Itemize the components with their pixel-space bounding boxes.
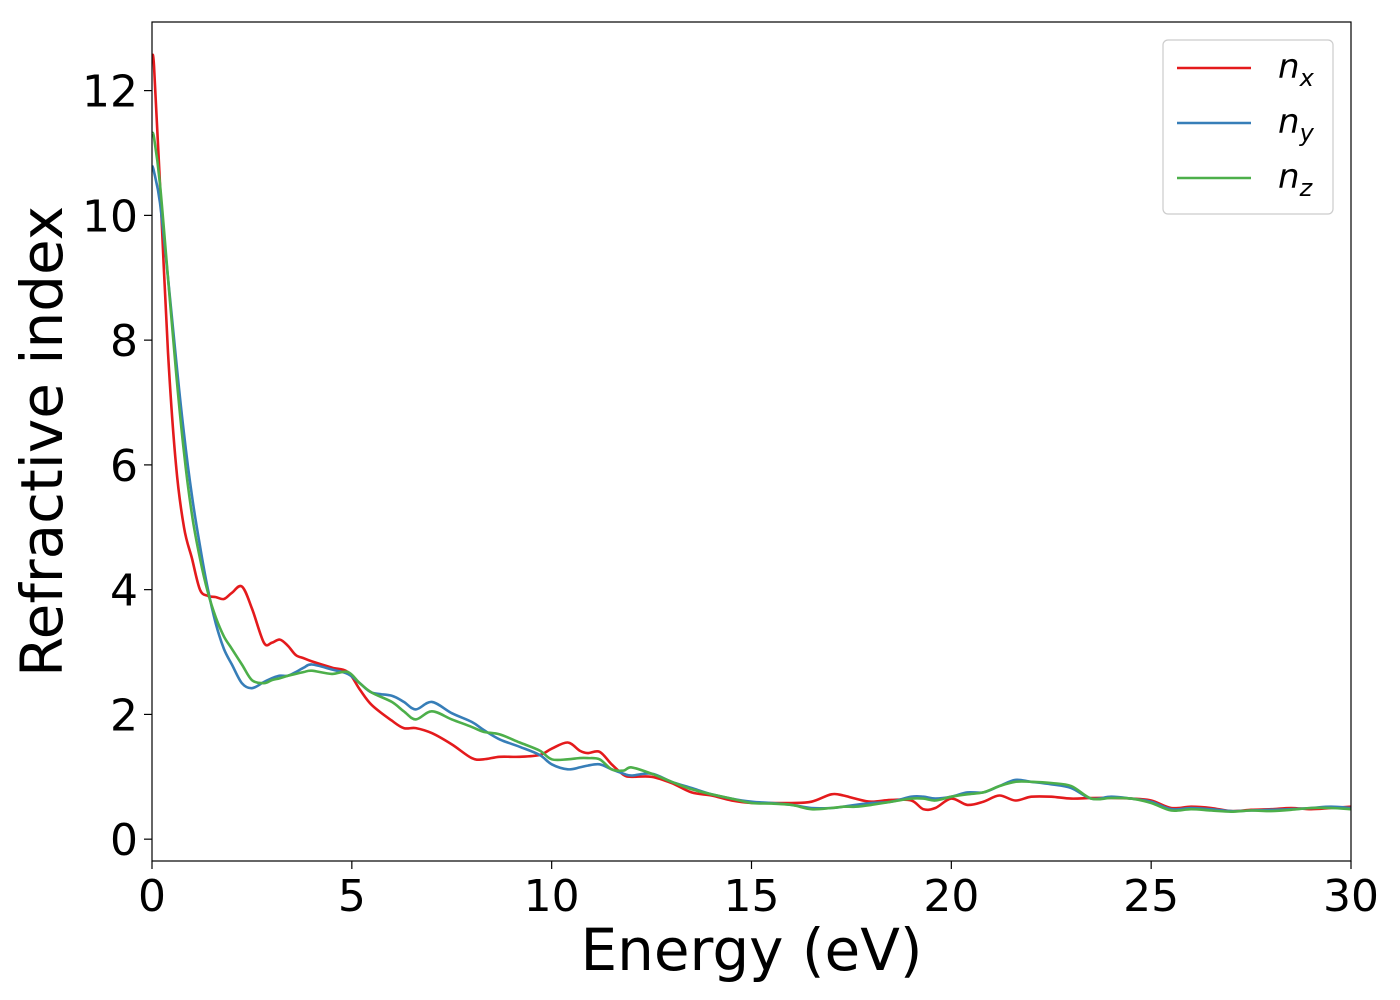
legend-label-ny: ny (1278, 102, 1315, 147)
x-tick-label: 15 (724, 871, 780, 922)
legend-label-nx: nx (1278, 47, 1315, 92)
series-line-nz (152, 131, 1351, 813)
plot-lines (152, 53, 1351, 813)
y-tick-label: 4 (110, 566, 138, 617)
x-tick-label: 25 (1123, 871, 1179, 922)
series-line-nx (152, 53, 1351, 813)
x-axis-title: Energy (eV) (580, 916, 922, 984)
x-tick-label: 20 (923, 871, 979, 922)
y-tick-label: 2 (110, 690, 138, 741)
x-tick-label: 10 (524, 871, 580, 922)
legend: nx ny nz (1162, 39, 1334, 215)
y-tick-label: 10 (82, 191, 138, 242)
y-tick-label: 12 (82, 67, 138, 118)
y-axis-ticks: 0 2 4 6 8 10 12 (82, 67, 152, 866)
y-tick-label: 6 (110, 441, 138, 492)
series-line-ny (152, 165, 1351, 813)
x-tick-label: 0 (138, 871, 166, 922)
legend-box (1162, 39, 1334, 215)
y-tick-label: 0 (110, 815, 138, 866)
x-tick-label: 5 (338, 871, 366, 922)
legend-label-nz: nz (1278, 157, 1314, 202)
y-tick-label: 8 (110, 316, 138, 367)
x-axis-ticks: 0 5 10 15 20 25 30 (138, 861, 1379, 922)
y-axis-title: Refractive index (8, 206, 76, 677)
x-tick-label: 30 (1323, 871, 1379, 922)
